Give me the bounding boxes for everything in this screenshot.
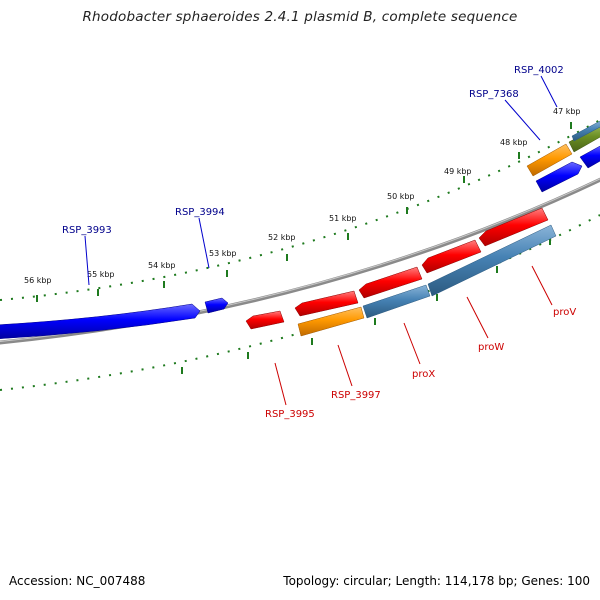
forward-cds-rsp3994[interactable] (204, 297, 229, 314)
label-rsp3994: RSP_3994 (175, 207, 225, 218)
topology-summary: Topology: circular; Length: 114,178 bp; … (283, 574, 590, 588)
outer-major-ticks (36, 122, 572, 302)
reverse-cds-rsp3995[interactable] (245, 310, 285, 330)
label-rsp3997: RSP_3997 (331, 390, 381, 401)
steelblue-feature-2[interactable] (427, 224, 557, 297)
forward-cds-rsp3993[interactable] (0, 303, 201, 339)
map-title: Rhodobacter sphaeroides 2.4.1 plasmid B,… (82, 9, 518, 25)
reverse-cds-rsp3997[interactable] (294, 290, 359, 317)
kbp-label-56: 56 kbp (24, 276, 52, 285)
label-rsp7368: RSP_7368 (469, 89, 519, 100)
inner-tick-ring (0, 214, 600, 391)
label-prow: proW (478, 342, 504, 353)
orange-feature-rsp7368[interactable] (526, 143, 573, 177)
kbp-label-47: 47 kbp (553, 107, 581, 116)
reverse-cds-prov[interactable] (478, 207, 549, 247)
kbp-label-50: 50 kbp (387, 192, 415, 201)
steelblue-feature-3[interactable] (571, 120, 600, 142)
label-rsp4002: RSP_4002 (514, 65, 564, 76)
accession-text: Accession: NC_007488 (9, 574, 146, 588)
kbp-label-49: 49 kbp (444, 167, 472, 176)
label-prov: proV (553, 307, 576, 318)
label-rsp3995: RSP_3995 (265, 409, 315, 420)
forward-cds-rsp4002[interactable] (579, 145, 600, 169)
kbp-label-54: 54 kbp (148, 261, 176, 270)
kbp-label-48: 48 kbp (500, 138, 528, 147)
label-prox: proX (412, 369, 435, 380)
orange-feature-rsp3997[interactable] (297, 306, 365, 337)
forward-cds-rsp7368[interactable] (535, 161, 583, 193)
kbp-label-53: 53 kbp (209, 249, 237, 258)
inner-major-ticks (181, 238, 551, 374)
steelblue-feature-1[interactable] (362, 284, 431, 319)
reverse-cds-prow[interactable] (421, 239, 482, 274)
reverse-label-connectors (274, 265, 553, 406)
kbp-label-51: 51 kbp (329, 214, 357, 223)
forward-label-connectors (84, 75, 558, 286)
kbp-label-52: 52 kbp (268, 233, 296, 242)
label-rsp3993: RSP_3993 (62, 225, 112, 236)
reverse-cds-prox[interactable] (358, 266, 423, 299)
kbp-label-55: 55 kbp (87, 270, 115, 279)
